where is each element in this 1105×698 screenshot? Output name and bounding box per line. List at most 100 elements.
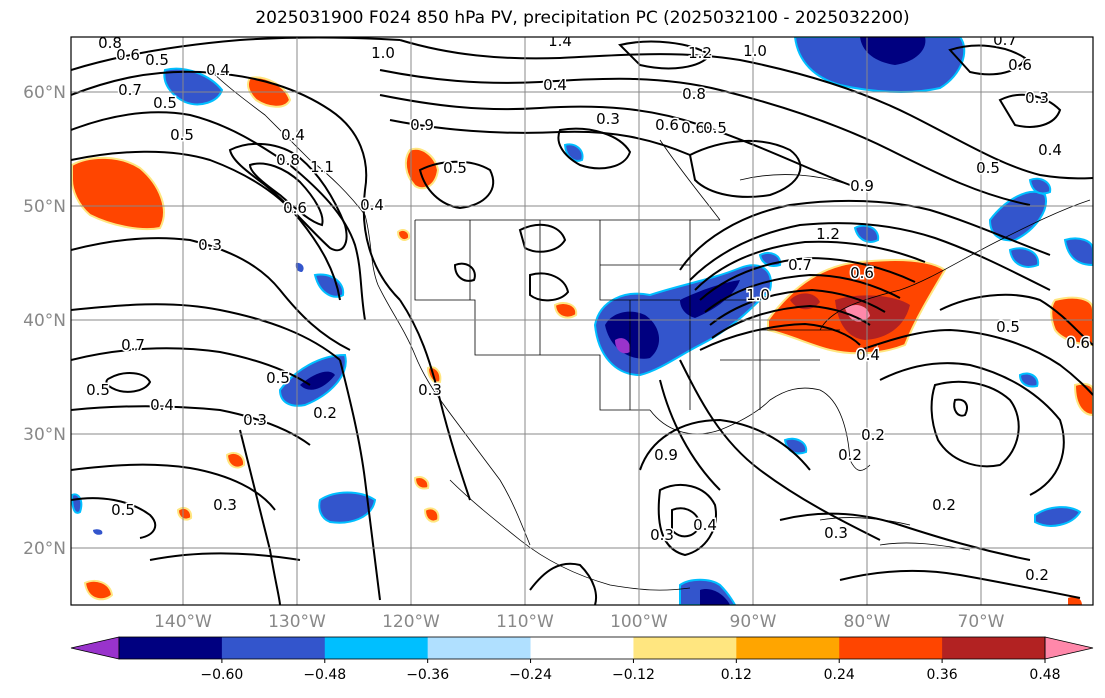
contour-label: 0.7 [118,81,142,99]
contour-label: 1.0 [371,44,395,62]
lat-label-40n: 40°N [23,311,66,331]
precip-positive-shading [71,76,1093,605]
contour-label: 0.3 [1025,89,1049,107]
lon-label-70w: 70°W [958,612,1005,632]
colorbar-cell [839,637,943,659]
contour-label: 0.6 [681,119,705,137]
colorbar-tick-label: −0.24 [509,667,552,683]
lon-label-130w: 130°W [268,612,326,632]
contour-label: 0.8 [682,85,706,103]
contour-label: 0.5 [145,51,169,69]
contour-label: 0.3 [418,381,442,399]
contour-label: 0.5 [170,126,194,144]
contour-label: 0.6 [1008,56,1032,74]
lon-label-140w: 140°W [154,612,212,632]
longitude-labels: 140°W 130°W 120°W 110°W 100°W 90°W 80°W … [154,612,1005,632]
lat-label-60n: 60°N [23,83,66,103]
contour-label: 0.4 [360,196,384,214]
contour-label: 0.4 [150,396,174,414]
contour-label: 0.7 [993,31,1017,49]
contour-label: 0.4 [281,126,305,144]
contour-label: 0.3 [596,110,620,128]
contour-label: 0.2 [932,496,956,514]
contour-label: 0.5 [153,94,177,112]
lon-label-120w: 120°W [382,612,440,632]
colorbar-cell [324,637,429,659]
contour-label: 0.5 [86,381,110,399]
contour-label: 0.6 [850,264,874,282]
map-frame [70,36,1094,606]
contour-label: 0.4 [543,76,567,94]
colorbar-tick-label: −0.48 [303,667,346,683]
colorbar-cell [633,637,737,659]
pv-contours [71,37,1093,605]
contour-label: 1.2 [816,225,840,243]
contour-label: 0.6 [283,199,307,217]
colorbar-cells [70,636,1094,660]
colorbar-tick-label: −0.12 [612,667,655,683]
contour-label: 0.6 [655,116,679,134]
contour-label: 0.6 [1066,334,1090,352]
contour-label: 0.2 [313,404,337,422]
contour-label: 1.2 [688,44,712,62]
colorbar-cell [942,637,1046,659]
contour-labels: 0.80.6 0.50.41.01.41.2 1.00.70.60.70.50.5 0… [85,31,1092,586]
colorbar-cell [530,637,634,659]
contour-label: 0.3 [824,524,848,542]
contour-label: 0.6 [116,46,140,64]
contour-label: 0.5 [443,159,467,177]
contour-label: 0.8 [98,34,122,52]
colorbar-tick-label: 0.48 [1029,667,1060,683]
contour-label: 1.0 [743,42,767,60]
contour-label: 1.1 [310,158,334,176]
contour-label: 0.5 [266,369,290,387]
contour-label: 0.5 [703,119,727,137]
colorbar-cell [119,637,223,659]
latitude-labels: 60°N 50°N 40°N 30°N 20°N [23,83,66,559]
contour-label: 0.4 [1038,141,1062,159]
contour-label: 0.3 [213,496,237,514]
contour-label: 0.9 [410,116,434,134]
contour-label: 0.7 [788,256,812,274]
colorbar-tick-label: −0.36 [406,667,449,683]
lon-label-100w: 100°W [610,612,668,632]
colorbar-tick-label: 0.36 [927,667,958,683]
contour-label: 0.4 [856,346,880,364]
contour-label: 0.5 [976,159,1000,177]
contour-label: 0.9 [850,177,874,195]
contour-label: 0.3 [243,411,267,429]
contour-label: 1.0 [746,286,770,304]
contour-label: 1.4 [548,32,572,50]
lon-label-110w: 110°W [496,612,554,632]
colorbar-tick-label: 0.12 [721,667,752,683]
lat-label-50n: 50°N [23,197,66,217]
contour-label: 0.4 [206,61,230,79]
contour-label: 0.7 [121,336,145,354]
colorbar-tick-label: 0.24 [824,667,855,683]
colorbar: −0.60 −0.48 −0.36 −0.24 −0.12 0.12 0.24 0.36 0.4… [70,636,1094,683]
colorbar-cell [221,637,326,659]
lat-label-20n: 20°N [23,539,66,559]
colorbar-tick-label: −0.60 [200,667,243,683]
contour-label: 0.3 [650,526,674,544]
contour-label: 0.9 [654,446,678,464]
contour-label: 0.3 [198,236,222,254]
colorbar-cell [736,637,840,659]
contour-label: 0.5 [996,318,1020,336]
contour-label: 0.8 [276,151,300,169]
contour-label: 0.2 [861,426,885,444]
contour-label: 0.2 [1025,566,1049,584]
map-plot-area: 0.80.6 0.50.41.01.41.2 1.00.70.60.70.50.5 0… [71,31,1093,605]
map-gridlines [71,37,1093,605]
colorbar-tick-labels: −0.60 −0.48 −0.36 −0.24 −0.12 0.12 0.24 0.36 0.4… [200,659,1061,683]
contour-label: 0.2 [838,446,862,464]
lon-label-80w: 80°W [844,612,891,632]
lat-label-30n: 30°N [23,425,66,445]
colorbar-frame [118,636,1046,660]
contour-label: 0.5 [111,501,135,519]
contour-label: 0.4 [693,516,717,534]
colorbar-extend-low [70,636,120,660]
colorbar-cell [427,637,532,659]
lon-label-90w: 90°W [730,612,777,632]
